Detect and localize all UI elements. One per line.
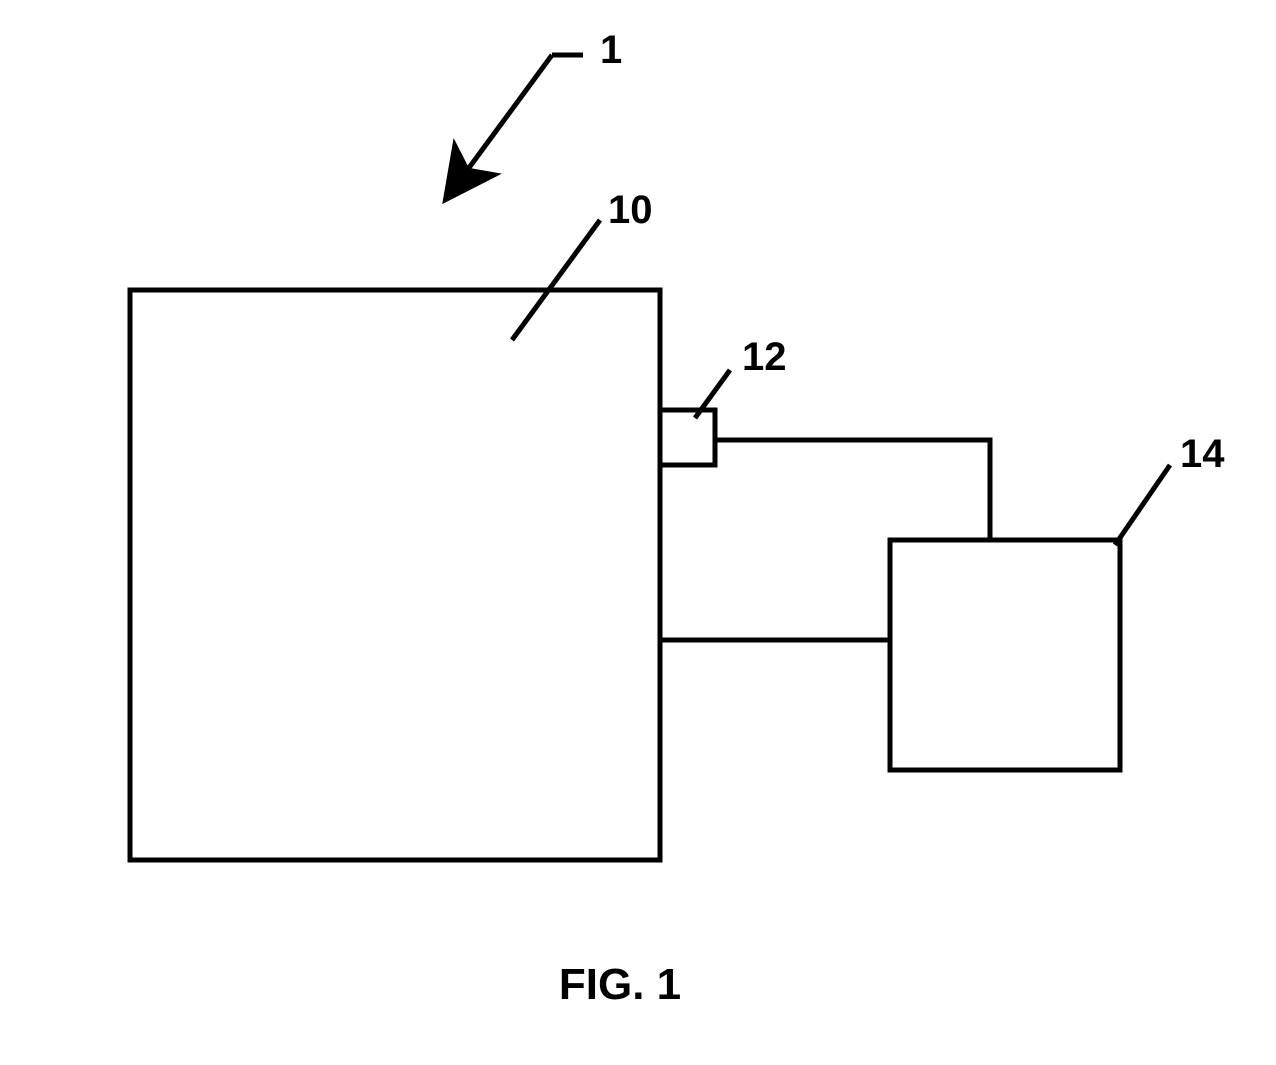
label-system: 1 [600, 28, 622, 73]
leader-line-10 [512, 220, 600, 340]
leader-line-14 [1115, 465, 1170, 545]
label-block-secondary: 14 [1180, 432, 1225, 477]
system-pointer-arrow [460, 55, 552, 180]
diagram-svg [0, 0, 1276, 1065]
figure-caption: FIG. 1 [520, 960, 720, 1010]
block-secondary [890, 540, 1120, 770]
label-block-main: 10 [608, 188, 653, 233]
link-connector-to-secondary [715, 440, 990, 540]
block-connector [660, 410, 715, 465]
patent-figure-diagram: 1 10 12 14 FIG. 1 [0, 0, 1276, 1065]
label-block-connector: 12 [742, 335, 787, 380]
block-main [130, 290, 660, 860]
